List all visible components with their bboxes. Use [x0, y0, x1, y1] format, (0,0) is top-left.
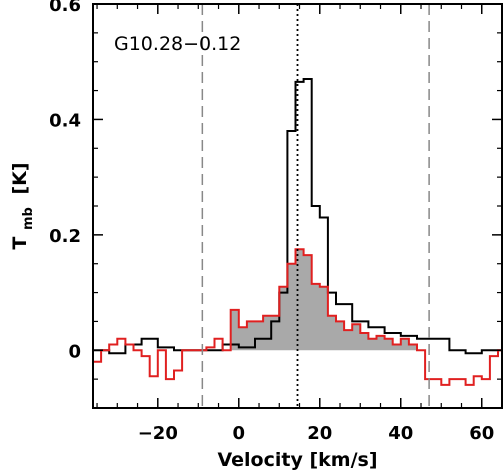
x-tick-label: 20 [307, 423, 332, 444]
y-axis-label-subscript: mb [21, 207, 36, 230]
series-layer [93, 78, 502, 386]
x-axis-label: Velocity [km/s] [217, 449, 377, 471]
filled-region-layer [230, 249, 417, 351]
x-tick-label: 60 [469, 423, 494, 444]
y-axis-label: T mb [K] [9, 162, 37, 249]
series-1-fill [230, 249, 417, 351]
vertical-lines-layer [201, 4, 430, 408]
y-axis-label-main: T [9, 237, 31, 250]
source-annotation: G10.28−0.12 [114, 33, 241, 55]
ticks-layer: −20 0 20 40 60 0 0.2 0.4 0.6 [49, 0, 503, 444]
y-tick-label: 0 [68, 341, 81, 362]
y-tick-label: 0.2 [49, 226, 81, 247]
series-0-line [93, 78, 502, 355]
x-tick-label: 40 [388, 423, 413, 444]
x-tick-label: 0 [233, 423, 246, 444]
y-axis-label-unit: [K] [9, 162, 31, 194]
y-tick-label: 0.6 [49, 0, 81, 16]
y-tick-label: 0.4 [49, 110, 81, 131]
series-1-line [93, 248, 502, 386]
x-tick-label: −20 [138, 423, 178, 444]
